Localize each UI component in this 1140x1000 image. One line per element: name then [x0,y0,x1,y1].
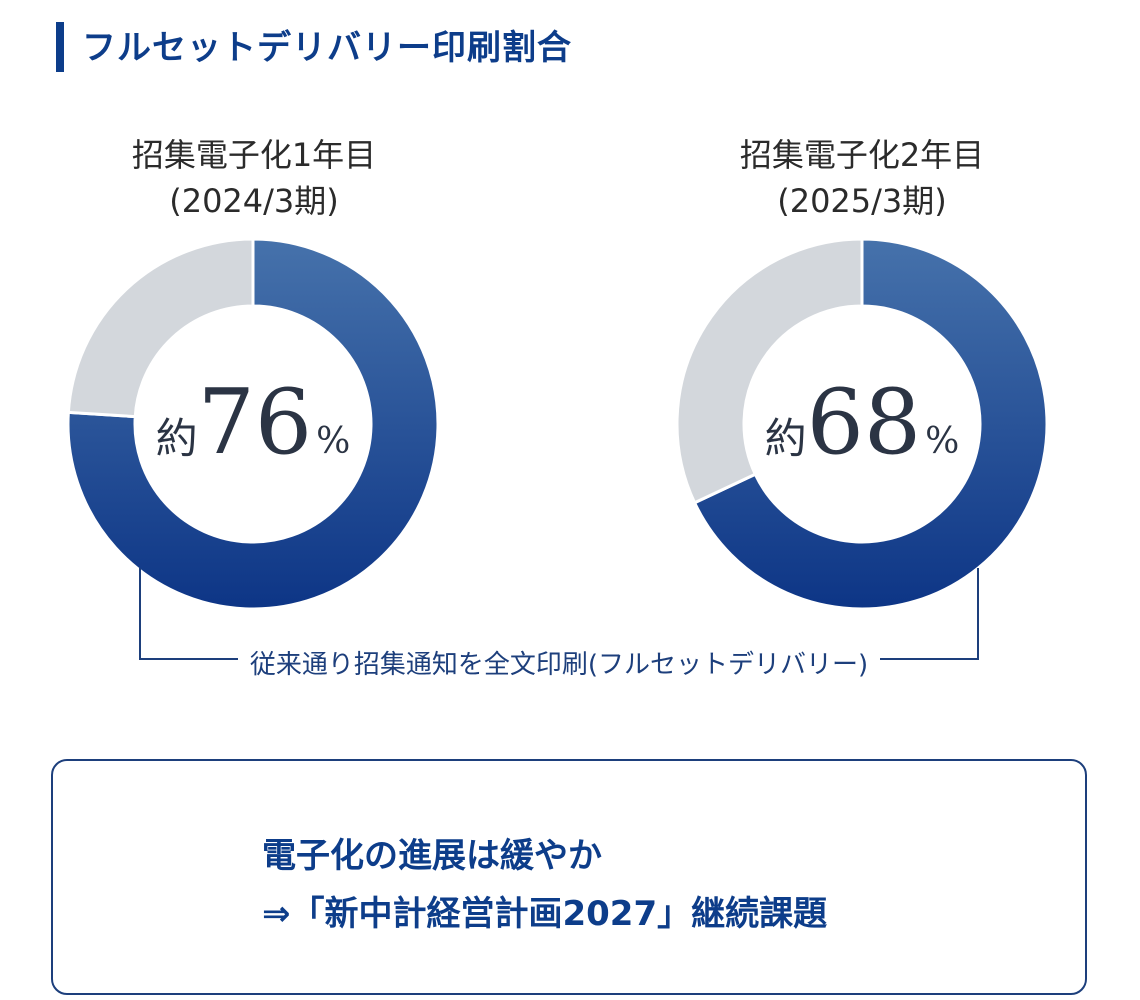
donut-2-slice-fullset [692,237,1049,611]
chart-2-title-line1: 招集電子化2年目 [739,136,985,174]
chart-2-title-line2: (2025/3期) [777,182,947,220]
chart-1-heading: 招集電子化1年目 (2024/3期) [44,132,464,224]
donut-chart-1 [66,237,440,611]
conclusion-line-2: ⇒「新中計経営計画2027」継続課題 [262,894,828,934]
donut-2-slice-remainder [675,237,864,505]
donut-chart-2 [675,237,1049,611]
chart-1-value: 76 [197,370,313,475]
chart-1-prefix: 約 [155,414,198,463]
annotation-label-wrap: 従来通り招集通知を全文印刷(フルセットデリバリー) [140,644,978,681]
conclusion-line-1: 電子化の進展は緩やか [262,836,602,876]
donut-1-slice-fullset [66,237,440,611]
chart-1-title-line2: (2024/3期) [169,182,339,220]
chart-2-center-label: 約 68 % [742,378,982,478]
title-accent-bar [56,22,64,72]
chart-2-unit: % [925,421,960,462]
conclusion-box [51,759,1087,995]
donut-1-slice-remainder [66,237,255,419]
chart-1-unit: % [316,421,351,462]
page-title: フルセットデリバリー印刷割合 [82,28,572,68]
chart-1-title-line1: 招集電子化1年目 [131,136,377,174]
chart-2-value: 68 [806,370,922,475]
chart-2-heading: 招集電子化2年目 (2025/3期) [652,132,1072,224]
annotation-label: 従来通り招集通知を全文印刷(フルセットデリバリー) [237,650,881,680]
chart-1-center-label: 約 76 % [133,378,373,478]
chart-2-prefix: 約 [764,414,807,463]
